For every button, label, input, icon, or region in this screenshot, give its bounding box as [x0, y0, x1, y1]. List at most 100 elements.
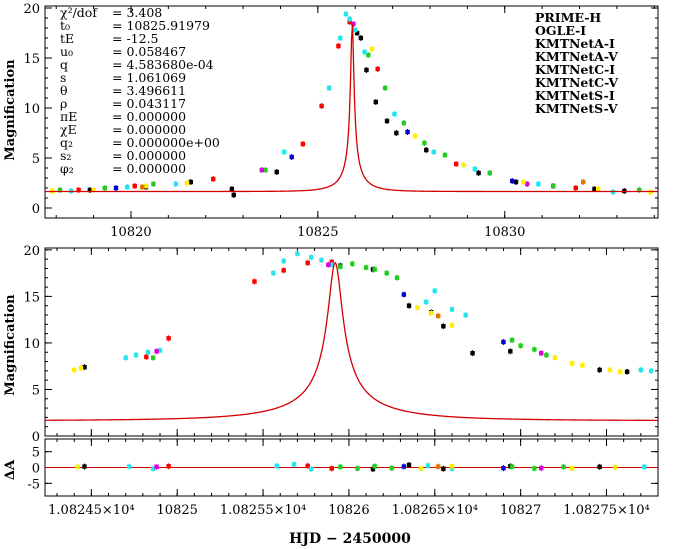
top-ogle-i-point	[319, 103, 324, 109]
res-ylabel: ΔA	[3, 459, 18, 480]
residual-xtick-label: 10825	[157, 503, 198, 518]
zoom-prime-h-point	[470, 350, 475, 356]
residual-kmtneta-i-point	[561, 464, 566, 470]
legend: PRIME-HOGLE-IKMTNetA-IKMTNetA-VKMTNetC-I…	[535, 10, 618, 116]
zoom-kmtnets-i-point	[71, 367, 77, 373]
param-name: χE	[60, 122, 77, 137]
residual-xtick-label: 1.08265×10⁴	[392, 503, 478, 518]
zoom-ogle-i-point	[144, 354, 149, 360]
residual-kmtnetc-i-point	[150, 466, 156, 471]
zoom-kmtnets-i-point	[449, 323, 455, 328]
top-kmtnets-v-point	[581, 179, 586, 185]
mid-ylabel: Magnification	[3, 294, 18, 396]
residual-xtick-label: 1.08255×10⁴	[220, 503, 306, 518]
top-kmtnets-i-point	[521, 179, 526, 185]
top-prime-h-point	[373, 99, 378, 105]
zoom-kmtnetc-i-point	[157, 348, 163, 353]
legend-entry-kmtnetc-i: KMTNetC-I	[535, 62, 615, 77]
zoom-ogle-i-point	[281, 268, 286, 273]
top-kmtnetc-i-point	[282, 149, 287, 155]
residual-kmtneta-i-point	[532, 466, 537, 471]
param-value: = 0.058467	[112, 44, 186, 59]
residual-prime-h-point	[370, 466, 376, 472]
zoom-ytick-label: 5	[32, 383, 40, 398]
zoom-ogle-i-point	[305, 260, 310, 266]
top-ogle-i-point	[211, 176, 216, 182]
top-kmtneta-v-point	[113, 185, 119, 191]
top-kmtnetc-v-point	[524, 181, 530, 187]
legend-entry-kmtneta-v: KMTNetA-V	[535, 49, 618, 64]
top-kmtnets-i-point	[369, 46, 375, 52]
param-name: πE	[60, 109, 77, 124]
residual-kmtnetc-i-point	[642, 464, 647, 470]
top-prime-h-point	[354, 30, 360, 36]
param-value: = 1.061069	[112, 70, 186, 85]
zoom-ogle-i-point	[166, 336, 171, 341]
param-name: q₂	[60, 135, 73, 150]
zoom-kmtnetc-i-point	[432, 288, 437, 294]
legend-entry-kmtnets-v: KMTNetS-V	[535, 101, 618, 116]
top-kmtneta-i-point	[366, 52, 371, 58]
top-prime-h-point	[394, 130, 399, 136]
top-kmtnetc-i-point	[347, 16, 352, 22]
top-panel: 10820 10825 10830 0 5 10 15 20	[23, 2, 659, 240]
top-prime-h-point	[513, 179, 519, 185]
residual-xtick-label: 10827	[500, 503, 541, 518]
residual-prime-h-point	[406, 462, 412, 468]
zoom-kmtnetc-i-point	[638, 367, 644, 373]
top-kmtnetc-i-point	[338, 35, 343, 41]
param-value: = 10825.91979	[112, 18, 210, 33]
top-ogle-i-point	[76, 187, 81, 193]
zoom-kmtnets-i-point	[607, 367, 613, 373]
top-ogle-i-point	[132, 183, 137, 189]
residual-kmtnets-i-point	[569, 465, 575, 471]
residual-prime-h-point	[82, 464, 87, 469]
top-panel-frame	[44, 5, 659, 219]
top-kmtneta-v-point	[289, 154, 294, 160]
zoom-panel: 0 5 10 15 20	[23, 244, 659, 445]
zoom-kmtnets-i-point	[618, 369, 623, 374]
top-ytick-label: 5	[32, 152, 40, 167]
zoom-kmtnetc-i-point	[449, 307, 455, 312]
zoom-ytick-label: 20	[23, 244, 40, 259]
zoom-kmtneta-i-point	[372, 267, 377, 272]
top-prime-h-point	[231, 192, 236, 198]
zoom-kmtnetc-i-point	[145, 350, 151, 355]
param-name: t₀	[60, 18, 70, 33]
residual-kmtneta-i-point	[389, 465, 395, 471]
residual-kmtnetc-i-point	[126, 464, 132, 469]
residual-xtick-label: 1.08245×10⁴	[48, 503, 134, 518]
parameter-block: χ²/dof = 3.408 t₀ = 10825.91979 tE = -12.5 u₀ =…	[60, 5, 220, 176]
zoom-kmtnetc-v-point	[539, 350, 544, 356]
top-prime-h-point	[87, 187, 93, 193]
top-ogle-i-point	[336, 43, 341, 49]
top-kmtneta-i-point	[382, 85, 388, 91]
param-value: = 3.496611	[112, 83, 186, 98]
top-kmtnets-v-point	[139, 184, 145, 190]
top-xtick-label: 10825	[297, 225, 338, 240]
top-kmtnets-i-point	[412, 133, 418, 139]
param-value: = 0.000000	[112, 109, 186, 124]
legend-entry-kmtnetc-v: KMTNetC-V	[535, 75, 618, 90]
top-prime-h-point	[274, 169, 279, 175]
top-kmtneta-i-point	[401, 120, 407, 126]
param-value: = 0.000000	[112, 148, 186, 163]
top-kmtnetc-i-point	[472, 166, 478, 172]
residual-kmtnets-v-point	[436, 464, 441, 469]
zoom-kmtnetc-i-point	[295, 251, 300, 256]
param-name: χ²/dof	[60, 5, 98, 20]
zoom-kmtneta-i-point	[384, 270, 389, 276]
zoom-kmtneta-i-point	[150, 355, 156, 361]
residual-ytick-label: -5	[27, 477, 40, 492]
param-value: = 4.583680e-04	[112, 57, 214, 72]
zoom-kmtnets-v-point	[436, 313, 441, 319]
zoom-prime-h-point	[508, 349, 513, 354]
residual-xtick-label: 10826	[328, 503, 369, 518]
residual-ytick-label: 5	[32, 446, 40, 461]
zoom-kmtnetc-v-point	[326, 262, 331, 267]
zoom-kmtnets-i-point	[580, 363, 585, 368]
param-name: ρ	[60, 96, 67, 111]
param-name: tE	[60, 31, 74, 46]
param-name: s	[60, 70, 66, 85]
top-kmtneta-i-point	[422, 140, 427, 146]
